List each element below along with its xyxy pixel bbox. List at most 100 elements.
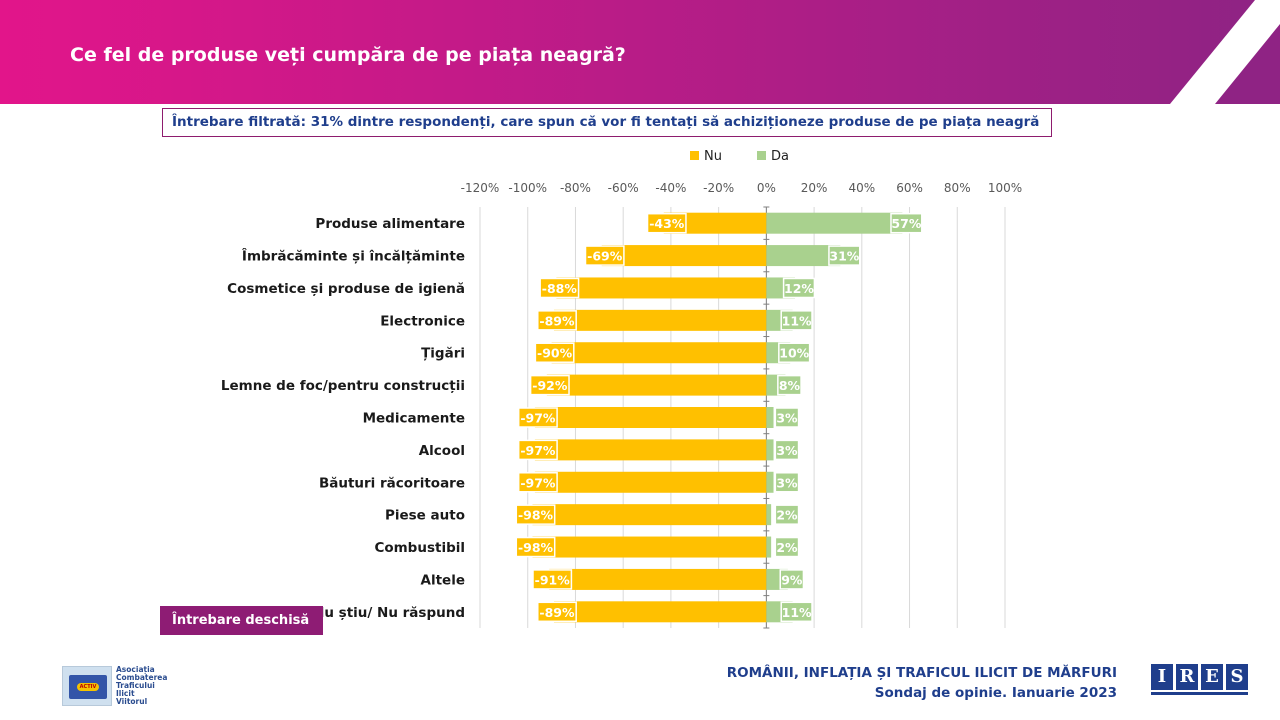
category-label: Produse alimentare [315,216,465,232]
category-label: Nu știu/ Nu răspund [313,605,465,621]
legend-swatch-da [757,151,766,160]
data-label-da: 8% [779,378,801,393]
bar-nu [553,601,767,623]
bar-nu [532,536,767,558]
bar-da [766,245,841,267]
data-label-nu: -97% [520,443,556,458]
x-tick-label: 60% [896,181,923,195]
data-label-nu: -90% [537,346,573,361]
category-label: Îmbrăcăminte și încălțăminte [242,248,465,265]
ires-letter: S [1226,664,1248,690]
data-label-box-da [774,439,800,461]
data-label-box-da [890,212,923,234]
x-tick-label: -80% [560,181,591,195]
data-label-box-nu [537,601,577,623]
activ-line: Asociația [116,665,155,674]
legend-swatch-nu [690,151,699,160]
bar-nu [556,277,767,299]
activ-line: Traficului [116,681,155,690]
bar-da [766,536,772,558]
x-tick-label: -100% [508,181,547,195]
activ-line: Combaterea [116,673,168,682]
category-label: Băuturi răcoritoare [319,475,465,491]
bar-nu [551,342,767,364]
x-tick-label: 80% [944,181,971,195]
data-label-da: 31% [829,249,859,264]
data-label-box-da [777,374,802,396]
header-gradient [0,0,1280,104]
data-label-da: 11% [782,605,812,620]
data-label-box-nu [534,342,575,363]
footer-report-title: ROMÂNII, INFLAȚIA ȘI TRAFICUL ILICIT DE … [726,665,1117,681]
data-label-box-nu [646,212,687,234]
x-tick-label: 100% [988,181,1022,195]
data-label-da: 57% [891,216,921,231]
data-label-box-da [779,569,805,590]
x-tick-label: -40% [655,181,686,195]
data-label-nu: -89% [539,605,575,620]
ires-logo: I R E S [1151,664,1248,697]
diverging-bar-chart: Nu Da -120% -100% -80% -60% -40% -20% 0% 20% 40% 60… [221,149,1022,629]
slide-title: Ce fel de produse veți cumpăra de pe pia… [70,44,626,66]
x-tick-label: 40% [848,181,875,195]
data-label-da: 9% [781,572,803,587]
category-label: Medicamente [363,411,465,427]
data-label-box-nu [515,504,556,525]
data-label-da: 2% [776,508,798,523]
bar-nu [549,568,767,590]
data-label-da: 3% [776,443,798,458]
x-tick-label: 20% [801,181,828,195]
data-label-box-da [780,310,813,331]
data-label-nu: -43% [649,216,685,231]
bar-nu [553,309,767,331]
data-label-box-nu [539,277,580,299]
ires-letter: E [1201,664,1223,690]
bar-nu [532,504,767,526]
activ-line: Viitorul [116,697,148,706]
bar-da [766,471,774,493]
bar-da [766,504,772,526]
bar-da [766,439,774,461]
data-label-nu: -97% [520,411,556,426]
legend-label-da: Da [771,149,789,164]
activ-logo-lines: Asociația Combaterea Traficului Ilicit V… [116,666,167,706]
data-label-nu: -92% [532,378,568,393]
data-label-nu: -98% [518,540,554,555]
bar-da [766,212,903,234]
data-label-box-nu [532,569,573,590]
data-label-box-nu [517,407,558,428]
data-label-nu: -69% [587,249,623,264]
bar-nu [601,245,767,267]
ires-letter: I [1151,664,1173,690]
bar-da [766,407,774,428]
activ-line: Ilicit [116,689,135,698]
data-label-box-nu [517,472,558,493]
data-label-da: 11% [782,313,812,328]
category-label: Cosmetice și produse de igienă [227,281,465,297]
bar-nu [546,374,767,396]
data-label-box-da [828,245,861,266]
data-label-box-da [774,504,800,525]
x-tick-label: 0% [757,181,776,195]
category-label: Electronice [380,313,465,329]
x-tick-label: -20% [703,181,734,195]
x-tick-label: -120% [461,181,500,195]
data-label-nu: -91% [535,572,571,587]
bar-nu [663,212,767,234]
ires-letter: R [1176,664,1198,690]
filter-note: Întrebare filtrată: 31% dintre responden… [162,108,1052,137]
open-question-badge: Întrebare deschisă [160,606,323,635]
data-label-nu: -98% [518,508,554,523]
activ-logo: ACTIV Asociația Combaterea Traficului Il… [62,666,174,706]
data-label-nu: -89% [539,313,575,328]
category-label: Alcool [419,443,465,459]
activ-logo-mark: ACTIV [62,666,112,706]
data-label-box-nu [584,245,625,266]
data-label-box-nu [537,310,577,331]
category-label: Altele [421,572,465,588]
category-label: Lemne de foc/pentru construcții [221,378,465,394]
data-label-da: 10% [779,346,809,361]
category-label: Piese auto [385,508,465,524]
data-label-box-da [778,342,811,363]
